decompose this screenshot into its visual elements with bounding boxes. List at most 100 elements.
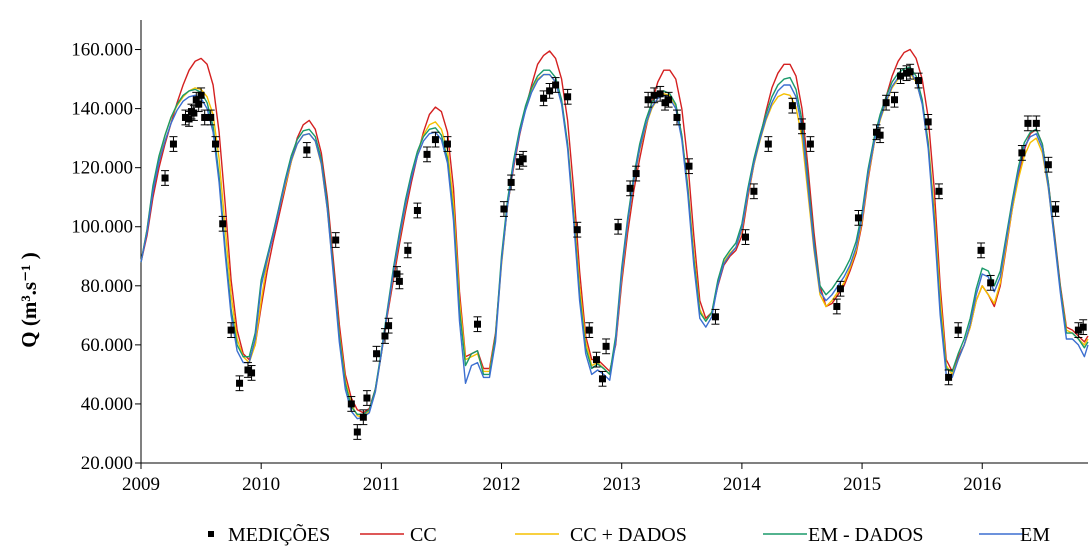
- measurement-point: [359, 413, 367, 421]
- measurement-point: [906, 68, 914, 76]
- measurement-point: [915, 77, 923, 85]
- measurement-point: [443, 140, 451, 148]
- measurement-point: [507, 178, 515, 186]
- measurement-point: [1074, 326, 1082, 334]
- measurement-point: [431, 136, 439, 144]
- measurement-point: [244, 366, 252, 374]
- measurement-point: [614, 223, 622, 231]
- measurement-point: [540, 94, 548, 102]
- y-tick-label: 100.000: [71, 217, 133, 238]
- measurement-point: [788, 102, 796, 110]
- measurement-point: [197, 91, 205, 99]
- y-tick-label: 60.000: [81, 335, 133, 356]
- measurement-point: [1024, 119, 1032, 127]
- measurement-point: [661, 99, 669, 107]
- measurement-point: [395, 277, 403, 285]
- measurement-point: [546, 87, 554, 95]
- measurement-point: [806, 140, 814, 148]
- measurement-point: [1052, 205, 1060, 213]
- y-tick-label: 140.000: [71, 99, 133, 120]
- x-tick-label: 2014: [723, 474, 762, 495]
- legend: MEDIÇÕES CC CC + DADOS EM - DADOS EM: [208, 522, 1050, 546]
- y-tick-label: 80.000: [81, 276, 133, 297]
- measurement-point: [519, 155, 527, 163]
- measurement-point: [169, 140, 177, 148]
- x-tick-label: 2011: [363, 474, 400, 495]
- measurement-point: [404, 246, 412, 254]
- measurement-point: [207, 113, 215, 121]
- x-tick-label: 2009: [122, 474, 160, 495]
- x-tick-label: 2012: [483, 474, 521, 495]
- measurement-point: [741, 233, 749, 241]
- measurement-point: [413, 206, 421, 214]
- y-tick-label: 120.000: [71, 158, 133, 179]
- y-tick-label: 20.000: [81, 453, 133, 474]
- measurement-point: [656, 90, 664, 98]
- measurement-point: [644, 96, 652, 104]
- measurement-point: [573, 226, 581, 234]
- measurement-point: [195, 100, 203, 108]
- measurement-point: [363, 394, 371, 402]
- measurement-point: [212, 140, 220, 148]
- measurement-point: [854, 214, 862, 222]
- measurement-point: [891, 96, 899, 104]
- legend-label-cc: CC: [410, 524, 437, 546]
- measurement-point: [1044, 161, 1052, 169]
- measurement-point: [924, 118, 932, 126]
- measurement-point: [373, 350, 381, 358]
- measurement-point: [181, 113, 189, 121]
- measurement-point: [711, 313, 719, 321]
- measurement-point: [236, 379, 244, 387]
- measurement-point: [473, 320, 481, 328]
- measurement-point: [1018, 149, 1026, 157]
- measurement-point: [626, 184, 634, 192]
- measurement-point: [500, 205, 508, 213]
- x-tick-label: 2010: [242, 474, 280, 495]
- x-tick-label: 2013: [603, 474, 641, 495]
- measurement-point: [685, 162, 693, 170]
- measurement-point: [227, 326, 235, 334]
- measurement-point: [650, 91, 658, 99]
- measurement-point: [665, 96, 673, 104]
- measurement-point: [190, 109, 198, 117]
- measurement-point: [903, 69, 911, 77]
- measurement-point: [882, 99, 890, 107]
- measurement-point: [385, 322, 393, 330]
- measurement-point: [935, 187, 943, 195]
- measurement-point: [592, 356, 600, 364]
- measurement-point: [602, 342, 610, 350]
- measurement-point: [332, 236, 340, 244]
- measurement-point: [423, 150, 431, 158]
- measurement-point: [201, 113, 209, 121]
- legend-label-em: EM: [1020, 524, 1050, 546]
- measurement-point: [987, 279, 995, 287]
- axes: 20.000 40.000 60.000 80.000 100.000 120.000 14…: [71, 20, 1088, 495]
- measurement-point: [750, 187, 758, 195]
- y-axis-title: Q (m³.s⁻¹ ): [17, 252, 41, 347]
- measurement-point: [598, 375, 606, 383]
- measurement-point: [585, 326, 593, 334]
- legend-label-medicoes: MEDIÇÕES: [228, 522, 330, 546]
- x-tick-label: 2016: [963, 474, 1001, 495]
- measurement-markers: [161, 63, 1088, 440]
- series-line-em-dados: [140, 66, 1089, 415]
- measurement-point: [833, 302, 841, 310]
- measurement-point: [248, 369, 256, 377]
- measurement-point: [764, 140, 772, 148]
- measurement-point: [632, 170, 640, 178]
- legend-swatch-medicoes: [208, 531, 214, 537]
- measurement-point: [192, 96, 200, 104]
- measurement-point: [564, 93, 572, 101]
- measurement-point: [1079, 323, 1087, 331]
- measurement-point: [836, 285, 844, 293]
- measurement-point: [945, 373, 953, 381]
- legend-label-em-dados: EM - DADOS: [808, 524, 924, 546]
- measurement-point: [954, 326, 962, 334]
- measurement-point: [798, 122, 806, 130]
- measurement-point: [347, 400, 355, 408]
- measurement-point: [872, 128, 880, 136]
- measurement-point: [1032, 119, 1040, 127]
- y-tick-label: 40.000: [81, 394, 133, 415]
- measurement-point: [516, 158, 524, 166]
